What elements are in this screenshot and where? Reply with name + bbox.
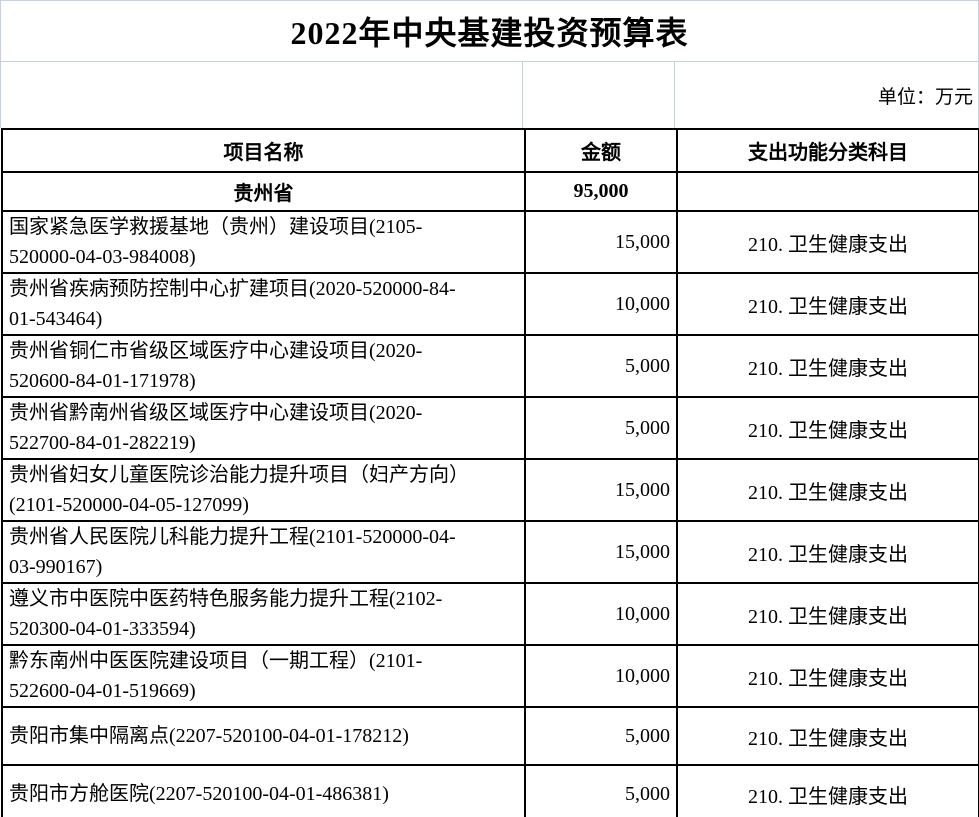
table-row: 遵义市中医院中医药特色服务能力提升工程(2102-520300-04-01-33…	[1, 582, 979, 646]
table-row: 国家紧急医学救援基地（贵州）建设项目(2105-520000-04-03-984…	[1, 210, 979, 274]
category-cell: 210. 卫生健康支出	[676, 458, 979, 522]
unit-row: 单位：万元	[1, 62, 978, 128]
category-cell: 210. 卫生健康支出	[676, 396, 979, 460]
category-cell: 210. 卫生健康支出	[676, 764, 979, 817]
page-title: 2022年中央基建投资预算表	[1, 1, 978, 62]
category-cell: 210. 卫生健康支出	[676, 706, 979, 766]
table-row: 黔东南州中医医院建设项目（一期工程）(2101-522600-04-01-519…	[1, 644, 979, 708]
category-cell: 210. 卫生健康支出	[676, 520, 979, 584]
amount-cell: 5,000	[524, 706, 678, 766]
project-name-cell: 贵州省人民医院儿科能力提升工程(2101-520000-04-03-990167…	[1, 520, 526, 584]
amount-cell: 15,000	[524, 520, 678, 584]
amount-cell: 10,000	[524, 644, 678, 708]
document-header: 2022年中央基建投资预算表 单位：万元	[0, 0, 979, 128]
unit-row-spacer-cell	[523, 62, 675, 128]
category-cell: 210. 卫生健康支出	[676, 582, 979, 646]
project-name-cell: 遵义市中医院中医药特色服务能力提升工程(2102-520300-04-01-33…	[1, 582, 526, 646]
project-name-cell: 贵阳市集中隔离点(2207-520100-04-01-178212)	[1, 706, 526, 766]
budget-table: 项目名称 金额 支出功能分类科目 贵州省 95,000 国家紧急医学救援基地（贵…	[1, 128, 979, 817]
category-cell: 210. 卫生健康支出	[676, 272, 979, 336]
project-name-cell: 贵州省妇女儿童医院诊治能力提升项目（妇产方向）(2101-520000-04-0…	[1, 458, 526, 522]
unit-note: 单位：万元	[877, 86, 973, 108]
project-name-cell: 贵阳市方舱医院(2207-520100-04-01-486381)	[1, 764, 526, 817]
project-name-cell: 贵州省疾病预防控制中心扩建项目(2020-520000-84-01-543464…	[1, 272, 526, 336]
summary-category-cell	[676, 171, 979, 212]
table-row: 贵阳市集中隔离点(2207-520100-04-01-178212) 5,000…	[1, 706, 979, 766]
summary-row-guizhou: 贵州省 95,000	[1, 171, 979, 212]
table-header-row: 项目名称 金额 支出功能分类科目	[1, 128, 979, 173]
unit-note-cell: 单位：万元	[675, 62, 978, 128]
table-row: 贵州省妇女儿童医院诊治能力提升项目（妇产方向）(2101-520000-04-0…	[1, 458, 979, 522]
category-cell: 210. 卫生健康支出	[676, 334, 979, 398]
table-row: 贵阳市方舱医院(2207-520100-04-01-486381) 5,000 …	[1, 764, 979, 817]
category-cell: 210. 卫生健康支出	[676, 644, 979, 708]
amount-cell: 10,000	[524, 582, 678, 646]
column-header-category: 支出功能分类科目	[676, 128, 979, 173]
table-row: 贵州省黔南州省级区域医疗中心建设项目(2020-522700-84-01-282…	[1, 396, 979, 460]
table-row: 贵州省疾病预防控制中心扩建项目(2020-520000-84-01-543464…	[1, 272, 979, 336]
amount-cell: 5,000	[524, 396, 678, 460]
table-row: 贵州省人民医院儿科能力提升工程(2101-520000-04-03-990167…	[1, 520, 979, 584]
column-header-project-name: 项目名称	[1, 128, 526, 173]
project-name-cell: 黔东南州中医医院建设项目（一期工程）(2101-522600-04-01-519…	[1, 644, 526, 708]
project-name-cell: 贵州省铜仁市省级区域医疗中心建设项目(2020-520600-84-01-171…	[1, 334, 526, 398]
amount-cell: 5,000	[524, 334, 678, 398]
table-row: 贵州省铜仁市省级区域医疗中心建设项目(2020-520600-84-01-171…	[1, 334, 979, 398]
column-header-amount: 金额	[524, 128, 678, 173]
project-name-cell: 贵州省黔南州省级区域医疗中心建设项目(2020-522700-84-01-282…	[1, 396, 526, 460]
summary-name-cell: 贵州省	[1, 171, 526, 212]
amount-cell: 10,000	[524, 272, 678, 336]
amount-cell: 5,000	[524, 764, 678, 817]
amount-cell: 15,000	[524, 458, 678, 522]
summary-amount-cell: 95,000	[524, 171, 678, 212]
amount-cell: 15,000	[524, 210, 678, 274]
category-cell: 210. 卫生健康支出	[676, 210, 979, 274]
unit-row-spacer-cell	[1, 62, 523, 128]
project-name-cell: 国家紧急医学救援基地（贵州）建设项目(2105-520000-04-03-984…	[1, 210, 526, 274]
